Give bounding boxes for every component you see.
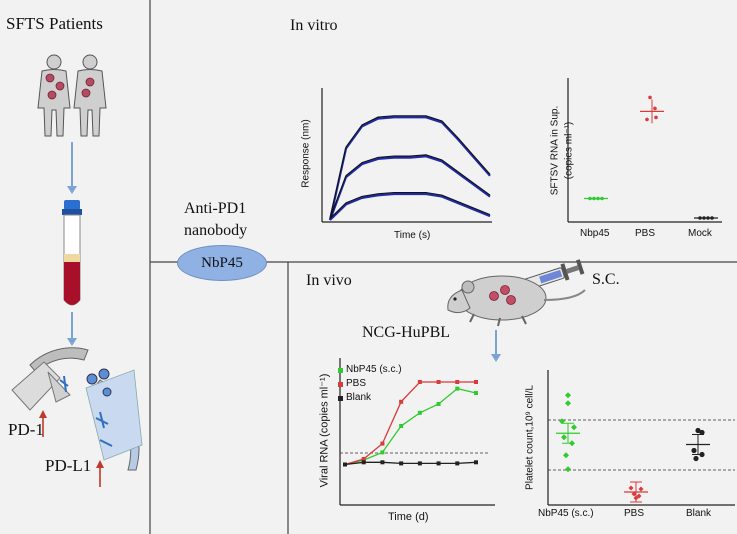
platelet-point-1-0 bbox=[628, 485, 634, 491]
rna-point-2-3 bbox=[710, 216, 714, 220]
rna-points bbox=[584, 95, 718, 220]
platelet-tick-blank: Blank bbox=[686, 508, 712, 519]
platelet-point-0-5 bbox=[569, 440, 575, 447]
binding-trace-1 bbox=[329, 154, 491, 219]
platelet-point-0-4 bbox=[561, 434, 567, 441]
binding-xlabel: Time (s) bbox=[394, 230, 431, 241]
viral-point-1-6 bbox=[455, 380, 460, 384]
nbp45-badge-label: NbP45 bbox=[201, 255, 243, 271]
in-vitro-title: In vitro bbox=[290, 17, 338, 34]
rna-point-1-0 bbox=[648, 95, 652, 100]
platelet-point-2-0 bbox=[695, 427, 701, 434]
rna-point-0-0 bbox=[588, 196, 592, 201]
rna-point-1-2 bbox=[645, 117, 649, 122]
binding-trace-2 bbox=[329, 191, 491, 219]
binding-curves bbox=[328, 115, 491, 221]
platelet-point-2-1 bbox=[699, 429, 705, 436]
platelet-point-2-2 bbox=[691, 447, 697, 454]
rna-point-0-1 bbox=[592, 196, 596, 201]
pd1-label: PD-1 bbox=[8, 420, 44, 439]
viral-line-1 bbox=[344, 381, 476, 466]
viral-point-1-3 bbox=[399, 399, 404, 404]
rna-tick-nbp45: Nbp45 bbox=[580, 228, 610, 239]
binding-trace-0 bbox=[329, 115, 491, 219]
binding-fit-0 bbox=[328, 116, 491, 221]
platelet-point-1-1 bbox=[638, 486, 644, 492]
patients-title: SFTS Patients bbox=[6, 14, 103, 33]
rna-point-2-2 bbox=[706, 216, 710, 220]
platelet-ylabel: Platelet count,10⁹ cell/L bbox=[524, 385, 536, 490]
viral-point-0-3 bbox=[399, 424, 404, 428]
rna-point-0-2 bbox=[596, 196, 600, 201]
rna-point-1-1 bbox=[654, 115, 658, 120]
rna-point-2-0 bbox=[698, 216, 702, 220]
viral-point-0-4 bbox=[417, 410, 422, 415]
viral-point-1-4 bbox=[417, 380, 422, 384]
legend-marker-pbs bbox=[338, 382, 343, 387]
antibody-line1: Anti-PD1 bbox=[184, 200, 247, 217]
mouse-model-label: NCG-HuPBL bbox=[362, 324, 451, 341]
viral-line-0 bbox=[344, 387, 477, 466]
patients-figure bbox=[11, 54, 143, 487]
platelet-tick-nbp45: NbP45 (s.c.) bbox=[538, 508, 594, 519]
platelet-point-1-4 bbox=[633, 495, 639, 501]
platelet-points bbox=[556, 392, 710, 503]
rna-point-1-3 bbox=[653, 106, 657, 111]
viral-point-2-3 bbox=[399, 461, 404, 466]
nbp45-badge: NbP45 bbox=[177, 245, 267, 281]
viral-point-2-0 bbox=[343, 462, 347, 467]
antibody-line2: nanobody bbox=[184, 222, 248, 239]
viral-point-2-2 bbox=[380, 460, 385, 465]
viral-point-2-5 bbox=[436, 461, 441, 466]
platelet-point-0-7 bbox=[565, 466, 571, 473]
legend-marker-nbp45 bbox=[338, 368, 343, 373]
viral-point-0-7 bbox=[474, 391, 478, 395]
viral-point-2-6 bbox=[455, 461, 460, 466]
viral-xlabel: Time (d) bbox=[388, 511, 429, 523]
legend-marker-blank bbox=[338, 396, 343, 401]
viral-point-1-5 bbox=[436, 380, 441, 384]
rna-tick-pbs: PBS bbox=[635, 228, 656, 239]
viral-point-1-2 bbox=[380, 441, 385, 446]
legend-nbp45: NbP45 (s.c.) bbox=[346, 364, 402, 375]
pdl1-label: PD-L1 bbox=[45, 456, 92, 475]
viral-point-1-7 bbox=[474, 380, 478, 384]
viral-point-0-6 bbox=[455, 386, 460, 391]
in-vivo-title: In vivo bbox=[306, 272, 352, 289]
binding-fit-2 bbox=[329, 192, 491, 221]
legend-pbs: PBS bbox=[346, 378, 367, 389]
viral-point-0-5 bbox=[436, 402, 441, 406]
platelet-point-1-2 bbox=[631, 491, 637, 497]
platelet-point-2-3 bbox=[699, 451, 705, 458]
platelet-point-0-3 bbox=[571, 424, 577, 431]
platelet-point-0-2 bbox=[559, 418, 565, 425]
rna-point-2-1 bbox=[702, 216, 706, 220]
viral-point-2-7 bbox=[474, 460, 478, 465]
route-label: S.C. bbox=[592, 271, 620, 288]
binding-fit-1 bbox=[328, 155, 491, 221]
legend-blank: Blank bbox=[346, 392, 372, 403]
viral-point-2-1 bbox=[361, 460, 366, 465]
platelet-point-2-4 bbox=[693, 455, 699, 462]
rna-point-0-3 bbox=[600, 196, 604, 201]
rna-tick-mock: Mock bbox=[688, 228, 712, 239]
viral-line-2 bbox=[344, 461, 477, 466]
viral-point-2-4 bbox=[417, 461, 422, 466]
viral-point-1-1 bbox=[361, 457, 366, 461]
platelet-point-0-6 bbox=[563, 452, 569, 459]
platelet-point-0-1 bbox=[565, 400, 571, 407]
platelet-point-0-0 bbox=[565, 392, 571, 399]
viral-lines bbox=[343, 380, 478, 467]
platelet-tick-pbs: PBS bbox=[624, 508, 645, 519]
viral-point-0-2 bbox=[380, 450, 385, 455]
